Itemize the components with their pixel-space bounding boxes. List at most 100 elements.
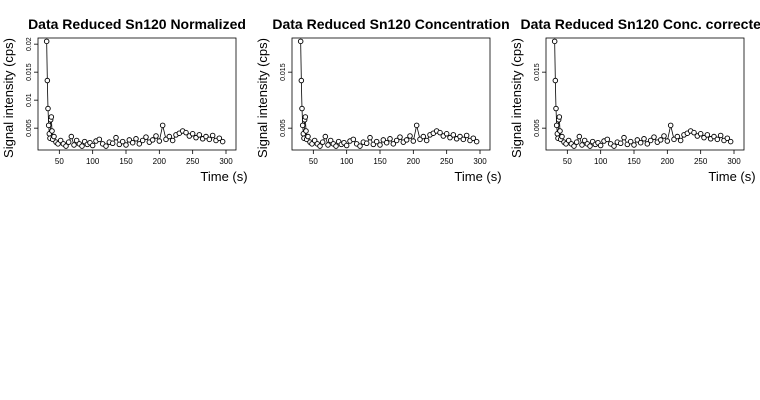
data-point xyxy=(305,133,311,140)
data-point xyxy=(387,136,393,142)
data-point xyxy=(644,141,651,147)
data-point xyxy=(209,132,216,139)
data-point xyxy=(43,38,50,45)
data-point xyxy=(631,142,637,148)
data-point xyxy=(677,137,684,144)
data-point xyxy=(552,77,559,84)
data-point xyxy=(317,143,323,149)
data-point xyxy=(383,139,390,146)
data-point xyxy=(65,139,72,145)
data-point xyxy=(674,133,681,140)
data-point xyxy=(350,136,357,143)
data-point xyxy=(714,136,721,143)
data-point xyxy=(423,137,430,144)
x-tick-label: 150 xyxy=(373,157,387,166)
data-point xyxy=(206,136,213,143)
x-axis-label: Time (s) xyxy=(454,169,501,184)
y-tick-label: 0.015 xyxy=(26,63,33,81)
data-point xyxy=(664,138,671,144)
data-point xyxy=(139,137,146,144)
data-point xyxy=(373,138,380,145)
plot-frame xyxy=(545,37,745,151)
data-point xyxy=(219,138,226,145)
x-tick-label: 150 xyxy=(119,157,133,166)
data-point xyxy=(153,133,159,139)
data-line xyxy=(46,41,223,147)
data-point xyxy=(319,139,326,145)
data-point xyxy=(133,136,139,142)
data-point xyxy=(551,38,558,45)
data-point xyxy=(571,143,577,149)
data-point xyxy=(216,135,223,141)
data-point xyxy=(717,132,724,139)
y-tick-label: 0.015 xyxy=(280,63,287,81)
data-point xyxy=(333,143,339,149)
data-line xyxy=(300,41,477,147)
data-point xyxy=(63,143,69,149)
y-tick-label: 0.015 xyxy=(534,63,541,81)
data-point xyxy=(473,138,480,145)
data-point xyxy=(71,142,77,148)
data-point xyxy=(460,136,467,143)
data-point xyxy=(691,129,697,136)
data-point xyxy=(79,143,85,149)
data-point xyxy=(123,142,129,148)
data-point xyxy=(647,137,654,144)
data-point xyxy=(621,134,627,141)
plot-frame xyxy=(291,37,491,151)
data-point xyxy=(617,140,624,147)
y-tick-label: 0.005 xyxy=(26,119,33,137)
data-point xyxy=(44,77,51,84)
data-point xyxy=(166,133,173,140)
data-point xyxy=(556,114,563,120)
data-point xyxy=(597,142,604,149)
x-axis-label: Time (s) xyxy=(708,169,755,184)
x-tick-label: 100 xyxy=(340,157,354,166)
data-point xyxy=(667,122,674,129)
chart-title: Data Reduced Sn120 Normalized xyxy=(28,16,246,32)
data-point xyxy=(322,133,329,140)
data-point xyxy=(377,142,383,148)
data-point xyxy=(159,122,166,129)
plot-frame xyxy=(37,37,237,151)
data-point xyxy=(604,136,611,143)
data-point xyxy=(403,137,410,143)
data-point xyxy=(450,132,457,138)
data-point xyxy=(611,143,617,149)
data-point xyxy=(697,131,704,137)
data-point xyxy=(113,134,119,141)
panel: Data Reduced Sn120 Conc. corrected Signal… xyxy=(509,16,760,184)
x-tick-label: 250 xyxy=(186,157,200,166)
data-point xyxy=(119,138,126,145)
chart-title: Data Reduced Sn120 Conc. corrected xyxy=(521,16,760,32)
data-point xyxy=(443,131,450,137)
data-point xyxy=(437,129,443,136)
data-point xyxy=(553,122,560,129)
data-point xyxy=(299,105,305,112)
data-point xyxy=(727,138,734,145)
x-tick-label: 200 xyxy=(661,157,675,166)
data-point xyxy=(343,142,350,149)
x-tick-label: 200 xyxy=(407,157,421,166)
x-tick-label: 50 xyxy=(55,157,64,166)
data-point xyxy=(357,143,363,149)
data-point xyxy=(109,140,116,147)
data-line xyxy=(554,41,731,147)
x-tick-label: 250 xyxy=(694,157,708,166)
data-point xyxy=(129,139,136,146)
data-point xyxy=(637,139,644,146)
data-point xyxy=(470,135,477,141)
data-point xyxy=(724,135,731,141)
data-point xyxy=(407,133,413,139)
data-point xyxy=(45,122,52,129)
data-point xyxy=(183,129,189,136)
chart-title: Data Reduced Sn120 Concentration xyxy=(272,16,509,32)
data-point xyxy=(393,137,400,144)
data-point xyxy=(136,141,143,147)
y-tick-label: 0.005 xyxy=(534,119,541,137)
data-point xyxy=(651,134,657,140)
data-point xyxy=(189,131,196,137)
data-point xyxy=(579,142,585,148)
